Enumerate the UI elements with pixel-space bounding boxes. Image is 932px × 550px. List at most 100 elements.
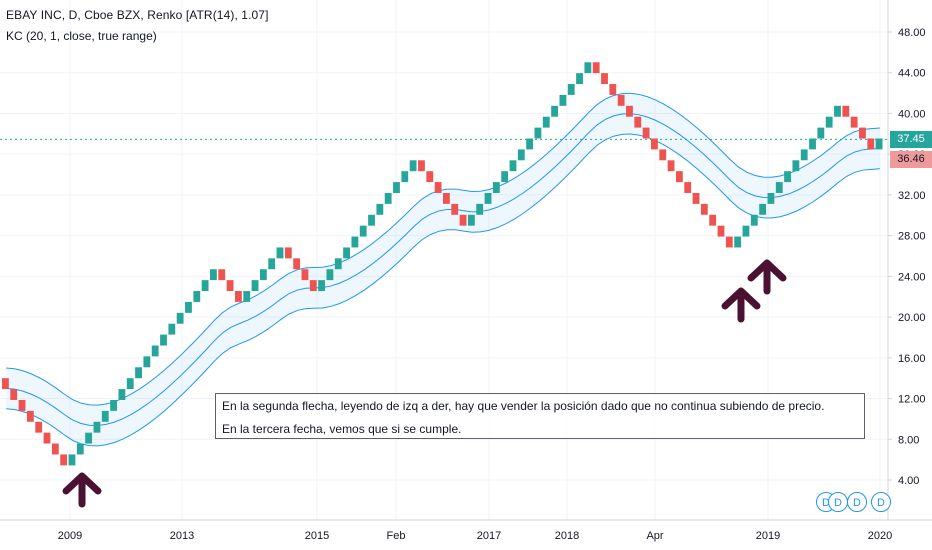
renko-brick bbox=[759, 203, 767, 215]
renko-brick bbox=[268, 258, 276, 270]
renko-brick bbox=[609, 84, 617, 95]
grid bbox=[0, 0, 888, 520]
renko-brick bbox=[467, 214, 475, 226]
y-tick-label: 24.00 bbox=[898, 271, 926, 283]
renko-brick bbox=[850, 116, 858, 128]
renko-brick bbox=[842, 105, 850, 117]
x-tick-label: 2013 bbox=[170, 530, 194, 542]
y-tick-label: 20.00 bbox=[898, 312, 926, 324]
renko-brick bbox=[359, 225, 367, 237]
renko-brick bbox=[151, 345, 159, 357]
y-tick-label: 16.00 bbox=[898, 353, 926, 365]
renko-brick bbox=[135, 367, 142, 379]
renko-brick bbox=[451, 203, 459, 215]
renko-brick bbox=[126, 378, 134, 390]
renko-brick bbox=[800, 149, 808, 161]
renko-brick bbox=[675, 171, 683, 183]
x-tick-label: Feb bbox=[387, 530, 406, 542]
x-tick-label: Apr bbox=[646, 530, 663, 542]
renko-brick bbox=[542, 116, 550, 128]
renko-brick bbox=[601, 73, 608, 85]
y-tick-label: 8.00 bbox=[898, 434, 919, 446]
y-tick-label: 28.00 bbox=[898, 231, 926, 243]
renko-brick bbox=[592, 62, 600, 74]
renko-brick bbox=[60, 454, 68, 466]
renko-brick bbox=[93, 421, 101, 433]
renko-brick bbox=[418, 160, 425, 172]
channel-fill bbox=[6, 93, 880, 446]
channel-lower bbox=[6, 133, 880, 447]
renko-brick bbox=[10, 389, 18, 400]
renko-brick bbox=[118, 389, 126, 400]
chart-title: EBAY INC, D, Cboe BZX, Renko [ATR(14), 1… bbox=[6, 8, 269, 22]
x-tick-label: 2020 bbox=[868, 530, 892, 542]
signal-arrows bbox=[62, 259, 787, 508]
renko-brick bbox=[734, 236, 742, 248]
renko-brick bbox=[509, 160, 517, 172]
renko-brick bbox=[334, 258, 342, 270]
y-tick-label: 40.00 bbox=[898, 108, 926, 120]
renko-brick bbox=[401, 171, 409, 183]
event-badge[interactable]: D bbox=[847, 492, 867, 512]
renko-brick bbox=[809, 138, 816, 150]
renko-brick bbox=[51, 443, 59, 455]
renko-brick bbox=[426, 171, 434, 183]
y-tick-label: 44.00 bbox=[898, 68, 926, 80]
renko-brick bbox=[368, 214, 375, 226]
renko-brick bbox=[201, 280, 209, 292]
renko-brick bbox=[409, 160, 417, 172]
renko-brick bbox=[43, 432, 51, 444]
renko-brick bbox=[259, 269, 267, 281]
renko-brick bbox=[517, 149, 525, 161]
renko-brick bbox=[443, 192, 450, 204]
renko-brick bbox=[101, 410, 109, 422]
renko-brick bbox=[35, 421, 43, 433]
renko-brick bbox=[834, 105, 841, 117]
renko-brick bbox=[393, 182, 400, 193]
renko-brick bbox=[634, 116, 642, 128]
renko-brick bbox=[26, 410, 34, 422]
renko-brick bbox=[617, 94, 625, 106]
renko-brick bbox=[725, 236, 733, 248]
renko-brick bbox=[651, 138, 658, 150]
renko-brick bbox=[717, 225, 725, 237]
y-tick-label: 4.00 bbox=[898, 475, 919, 487]
renko-brick bbox=[2, 378, 9, 390]
indicator-legend[interactable]: KC (20, 1, close, true range) bbox=[6, 29, 157, 43]
channel-upper bbox=[6, 92, 880, 406]
renko-brick bbox=[110, 399, 117, 411]
renko-brick bbox=[243, 291, 251, 302]
renko-bricks bbox=[2, 62, 883, 466]
renko-brick bbox=[817, 127, 825, 139]
renko-brick bbox=[143, 356, 151, 368]
renko-brick bbox=[709, 214, 717, 226]
event-badge[interactable]: D bbox=[828, 492, 848, 512]
renko-brick bbox=[567, 84, 575, 95]
up-arrow-icon bbox=[721, 287, 761, 323]
renko-brick bbox=[293, 258, 301, 270]
renko-brick bbox=[210, 269, 217, 281]
renko-brick bbox=[750, 214, 758, 226]
renko-brick bbox=[276, 247, 284, 259]
renko-brick bbox=[251, 280, 259, 292]
last-price-tag: 37.45 bbox=[890, 131, 932, 148]
renko-brick bbox=[318, 280, 326, 292]
renko-brick bbox=[584, 62, 592, 74]
y-tick-label: 48.00 bbox=[898, 27, 926, 39]
prev-price-tag: 36.46 bbox=[890, 151, 932, 168]
price-axis: 4.008.0012.0016.0020.0024.0028.0032.0036… bbox=[887, 0, 926, 520]
event-badge[interactable]: D bbox=[871, 492, 891, 512]
renko-brick bbox=[351, 236, 359, 248]
renko-brick bbox=[218, 269, 226, 281]
renko-brick bbox=[226, 280, 234, 292]
renko-brick bbox=[859, 127, 866, 139]
renko-brick bbox=[875, 138, 883, 150]
x-tick-label: 2009 bbox=[58, 530, 82, 542]
up-arrow-icon bbox=[62, 472, 102, 508]
x-tick-label: 2019 bbox=[756, 530, 780, 542]
renko-brick bbox=[667, 160, 675, 172]
text-annotation[interactable]: En la segunda flecha, leyendo de izq a d… bbox=[215, 393, 865, 439]
keltner-channel bbox=[6, 92, 880, 447]
renko-brick bbox=[309, 280, 317, 292]
